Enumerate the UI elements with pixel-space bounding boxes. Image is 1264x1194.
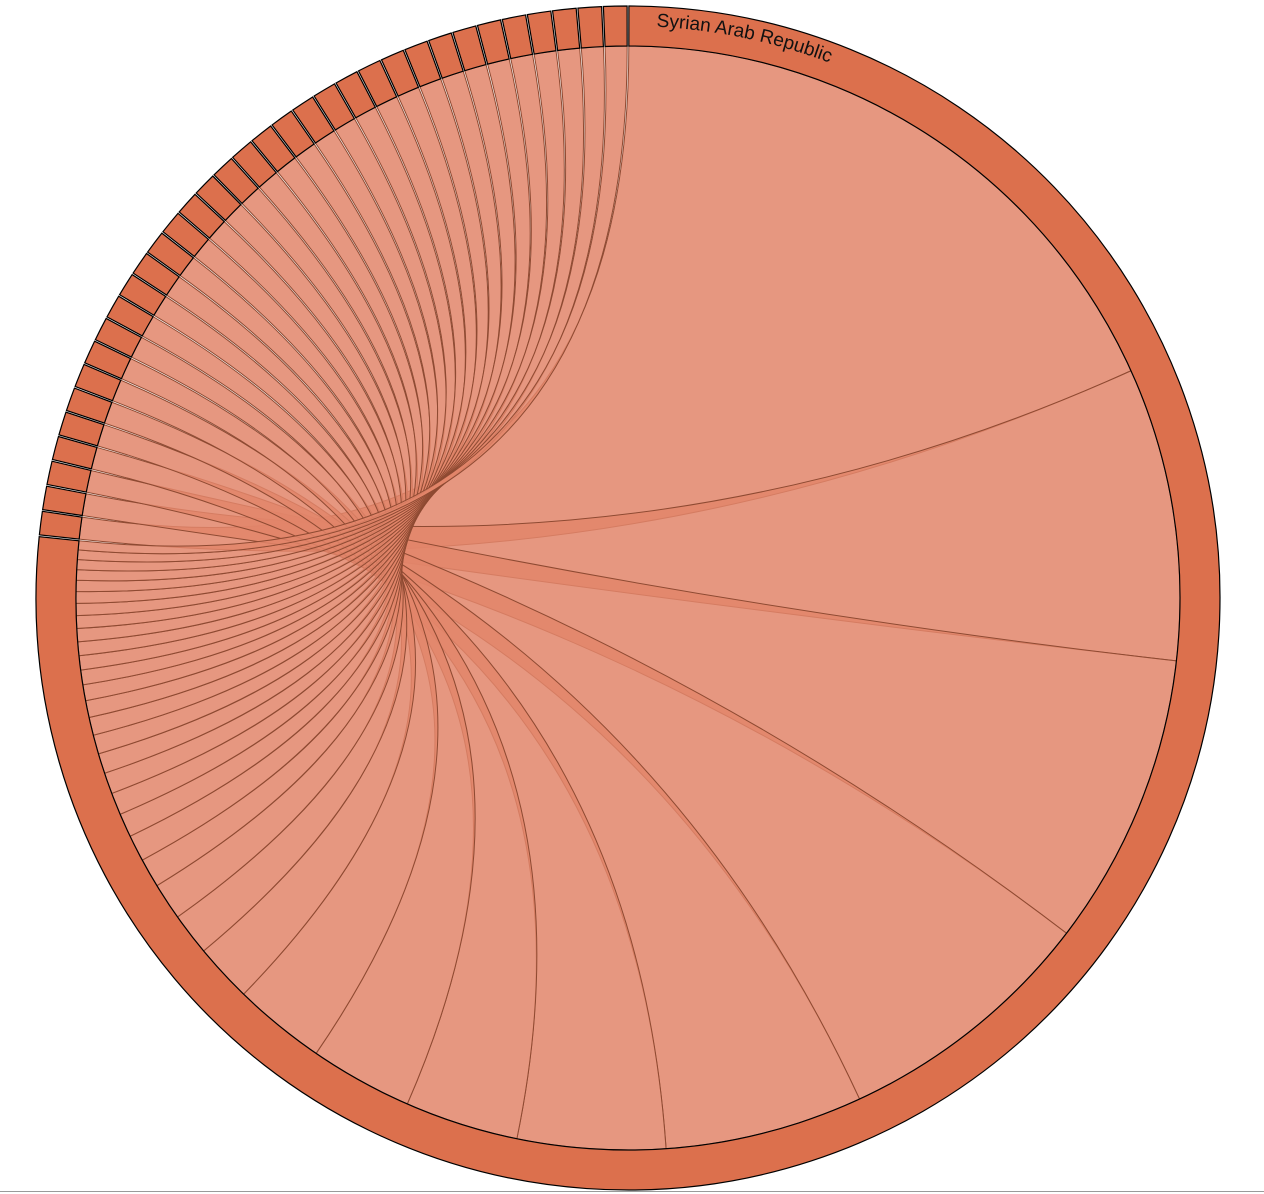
group-arc-g26 (380, 49, 420, 97)
group-arc-g16 (178, 193, 226, 239)
group-arc-g24 (335, 70, 377, 119)
group-arc-g34 (577, 5, 605, 49)
group-arc-g30 (476, 19, 510, 65)
group-arc-g18 (213, 157, 260, 205)
group-arc-g17 (195, 175, 242, 222)
group-arc-g19 (231, 140, 278, 188)
group-arc-g33 (551, 7, 581, 52)
group-arc-g14 (146, 232, 195, 277)
group-arc-g21 (271, 110, 315, 158)
group-arc-g25 (357, 59, 398, 108)
group-arc-g10 (94, 317, 143, 358)
group-arc-g4 (46, 460, 92, 493)
group-arc-g5 (51, 435, 98, 470)
group-arc-g32 (526, 10, 557, 55)
group-arc-g12 (118, 273, 167, 317)
group-arc-g28 (427, 32, 464, 79)
group-arc-g13 (132, 252, 180, 296)
groups-layer (35, 5, 1221, 1191)
group-arc-g23 (313, 83, 356, 131)
group-arc-g6 (58, 411, 105, 447)
group-arc-g29 (452, 25, 487, 72)
group-arc-g27 (404, 40, 442, 88)
group-arc-g7 (65, 387, 113, 424)
group-arc-g15 (162, 212, 210, 258)
group-arc-g20 (251, 125, 296, 173)
group-arc-g31 (501, 14, 534, 60)
group-arc-g2 (38, 510, 83, 540)
group-arc-g35 (602, 5, 628, 48)
group-arc-g9 (83, 340, 132, 380)
group-arc-g11 (106, 295, 154, 337)
group-arc-g3 (41, 485, 87, 517)
group-arc-g22 (291, 96, 335, 144)
bottom-divider (0, 1191, 1264, 1192)
group-arc-g8 (74, 363, 122, 402)
ribbons-layer (75, 45, 1181, 1151)
group-arc-Syrian Arab Republic (35, 5, 1221, 1191)
